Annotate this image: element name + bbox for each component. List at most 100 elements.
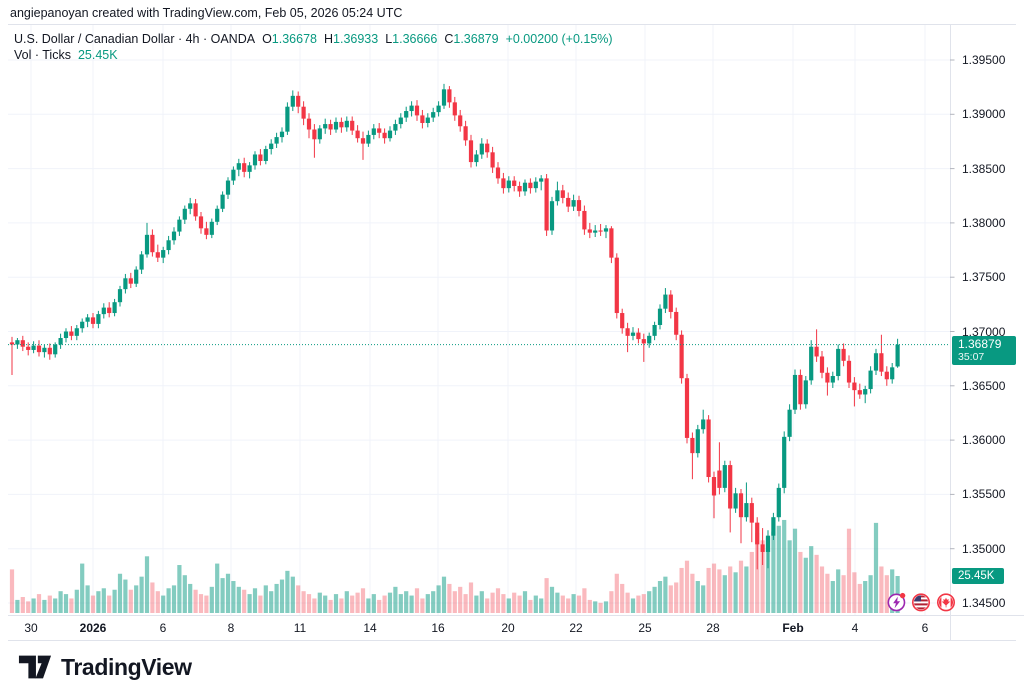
volume-bar	[69, 598, 74, 613]
candle	[603, 228, 609, 232]
volume-bar	[47, 595, 52, 613]
candle	[436, 105, 441, 113]
volume-bar	[425, 594, 430, 613]
volume-bar	[225, 573, 231, 613]
volume-bar	[393, 586, 398, 613]
candle	[231, 169, 236, 181]
volume-bar	[744, 566, 749, 613]
volume-bar	[377, 599, 382, 613]
candle	[630, 332, 636, 336]
volume-bar	[236, 586, 241, 613]
volume-bar	[765, 537, 771, 613]
high-value: 1.36933	[333, 32, 379, 46]
candle	[296, 95, 301, 107]
candle	[274, 137, 279, 144]
tradingview-logo-icon[interactable]	[18, 653, 52, 681]
volume-bar	[15, 599, 20, 613]
candle	[814, 346, 819, 357]
volume-bar	[560, 595, 565, 613]
candle	[447, 89, 452, 103]
candle	[155, 252, 160, 258]
volume-bar	[647, 591, 652, 613]
candle	[890, 367, 895, 380]
volume-bar	[134, 585, 139, 613]
canada-flag-event-icon[interactable]	[936, 592, 956, 612]
candle	[863, 389, 868, 395]
candle	[177, 219, 182, 232]
volume-bar	[242, 589, 247, 613]
candle	[360, 138, 366, 144]
us-flag-event-icon[interactable]	[911, 592, 931, 612]
candle	[895, 344, 900, 367]
volume-bar	[468, 582, 474, 613]
candle	[53, 344, 58, 355]
candle	[836, 348, 841, 377]
volume-study-label[interactable]: Vol · Ticks	[14, 48, 71, 62]
volume-bar	[630, 598, 636, 613]
volume-bar	[852, 572, 857, 613]
candle	[150, 234, 155, 253]
candle	[825, 372, 830, 383]
volume-bar	[722, 575, 727, 613]
economic-event-icon[interactable]	[887, 592, 907, 612]
candle	[636, 332, 641, 340]
price-axis[interactable]: 1.36879 35:07 25.45K 1.39500 1.39000 1.385…	[950, 0, 1024, 640]
candle	[609, 228, 614, 258]
time-axis[interactable]: 30 2026 6 8 11 14 16 20 22 25 28 Feb 4 6	[0, 615, 1024, 640]
candle	[425, 117, 430, 123]
candle	[560, 190, 565, 198]
candle	[663, 294, 668, 309]
volume-bar	[128, 589, 133, 613]
last-price-value: 1.36879	[958, 336, 1002, 351]
volume-bar	[879, 566, 884, 613]
candle	[733, 493, 738, 509]
candle	[744, 503, 749, 518]
candle	[42, 347, 47, 353]
volume-bar	[258, 595, 263, 613]
candle	[452, 102, 457, 116]
volume-bar	[474, 595, 479, 613]
volume-bar	[717, 569, 722, 613]
volume-bar	[701, 585, 706, 613]
volume-bar	[36, 594, 42, 613]
last-price-badge: 1.36879 35:07	[952, 335, 1016, 365]
candle	[333, 121, 339, 130]
volume-value: 25.45K	[77, 48, 118, 62]
candle	[420, 115, 425, 123]
volume-bar	[711, 563, 717, 613]
volume-bar	[539, 598, 544, 613]
volume-bar	[355, 592, 360, 613]
candle	[576, 200, 582, 211]
volume-bar	[458, 586, 463, 613]
volume-bar	[447, 583, 452, 613]
time-axis-label: 14	[363, 621, 377, 635]
symbol-description[interactable]: U.S. Dollar / Canadian Dollar · 4h · OAN…	[14, 32, 256, 46]
volume-bar	[603, 601, 609, 613]
candle	[171, 231, 177, 241]
candle	[377, 128, 382, 133]
candle	[290, 95, 295, 107]
volume-bar	[263, 585, 268, 613]
price-axis-label: 1.37500	[962, 270, 1006, 285]
volume-bar	[209, 586, 214, 613]
candle	[20, 340, 25, 347]
volume-bar	[182, 575, 187, 613]
candle	[614, 257, 619, 314]
tradingview-wordmark[interactable]: TradingView	[61, 653, 192, 680]
candle	[366, 134, 371, 144]
volume-bar	[74, 589, 79, 613]
candle	[215, 208, 220, 222]
candle	[495, 167, 501, 179]
volume-bar	[749, 551, 754, 613]
candle	[782, 436, 787, 488]
volume-bar	[290, 576, 295, 613]
candle	[393, 124, 398, 131]
volume-bar	[398, 594, 403, 613]
candle	[798, 374, 803, 405]
volume-bar	[776, 525, 781, 613]
candle	[36, 345, 42, 353]
high-label: H	[323, 32, 334, 46]
candle	[641, 339, 646, 344]
volume-bar	[107, 595, 112, 613]
